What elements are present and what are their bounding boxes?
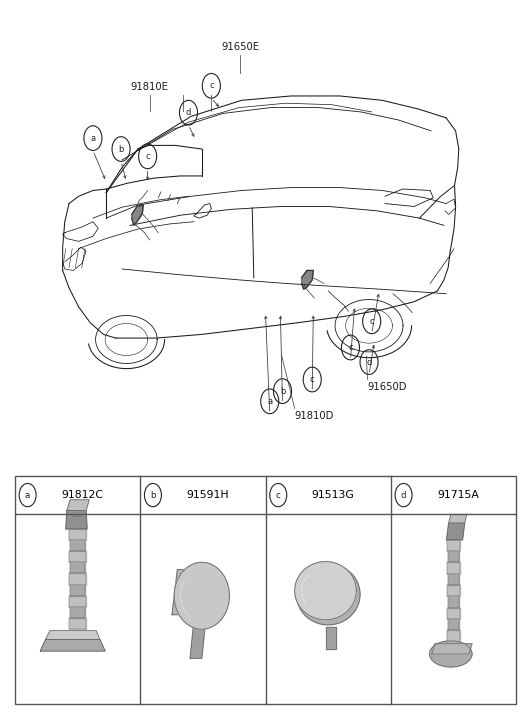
- Text: 91810E: 91810E: [131, 82, 169, 92]
- Text: 91650D: 91650D: [367, 382, 407, 393]
- Bar: [15, 476, 516, 704]
- Text: b: b: [118, 145, 124, 153]
- Polygon shape: [69, 596, 86, 607]
- Polygon shape: [69, 529, 86, 540]
- Polygon shape: [70, 540, 85, 551]
- Polygon shape: [449, 515, 467, 523]
- Text: a: a: [25, 491, 30, 499]
- Polygon shape: [432, 644, 472, 654]
- Text: 91650E: 91650E: [221, 42, 259, 52]
- Text: 91591H: 91591H: [186, 490, 229, 500]
- Text: d: d: [366, 358, 372, 366]
- Polygon shape: [66, 510, 87, 529]
- Polygon shape: [172, 570, 217, 615]
- Text: 91810D: 91810D: [295, 411, 334, 421]
- Polygon shape: [174, 563, 229, 629]
- Text: c: c: [276, 491, 280, 499]
- Text: c: c: [310, 375, 314, 384]
- Polygon shape: [69, 618, 86, 630]
- Text: b: b: [150, 491, 156, 499]
- Text: c: c: [348, 343, 353, 352]
- Polygon shape: [190, 627, 205, 659]
- Text: 91812C: 91812C: [62, 490, 104, 500]
- Text: a: a: [90, 134, 96, 142]
- Polygon shape: [448, 551, 459, 563]
- Text: 91715A: 91715A: [438, 490, 479, 500]
- Polygon shape: [448, 619, 459, 630]
- Polygon shape: [70, 585, 85, 596]
- Polygon shape: [447, 608, 460, 619]
- Polygon shape: [447, 585, 460, 596]
- Polygon shape: [447, 523, 465, 539]
- Text: c: c: [370, 317, 374, 326]
- Text: a: a: [267, 397, 272, 406]
- Text: c: c: [145, 152, 150, 161]
- Polygon shape: [296, 564, 360, 624]
- Polygon shape: [447, 563, 460, 574]
- Text: 91513G: 91513G: [312, 490, 355, 500]
- Polygon shape: [448, 596, 459, 608]
- Polygon shape: [447, 630, 460, 642]
- Polygon shape: [326, 627, 336, 649]
- Polygon shape: [40, 640, 105, 651]
- Polygon shape: [67, 500, 89, 510]
- Text: b: b: [280, 387, 285, 395]
- Text: c: c: [209, 81, 213, 90]
- Polygon shape: [70, 563, 85, 574]
- Polygon shape: [46, 631, 100, 640]
- Polygon shape: [132, 205, 143, 225]
- Polygon shape: [70, 607, 85, 618]
- Polygon shape: [69, 551, 86, 563]
- Text: d: d: [186, 108, 191, 117]
- Polygon shape: [447, 539, 460, 551]
- Polygon shape: [295, 562, 356, 619]
- Polygon shape: [430, 641, 472, 667]
- Polygon shape: [69, 574, 86, 585]
- Text: d: d: [401, 491, 406, 499]
- Polygon shape: [448, 574, 459, 585]
- Polygon shape: [302, 270, 313, 289]
